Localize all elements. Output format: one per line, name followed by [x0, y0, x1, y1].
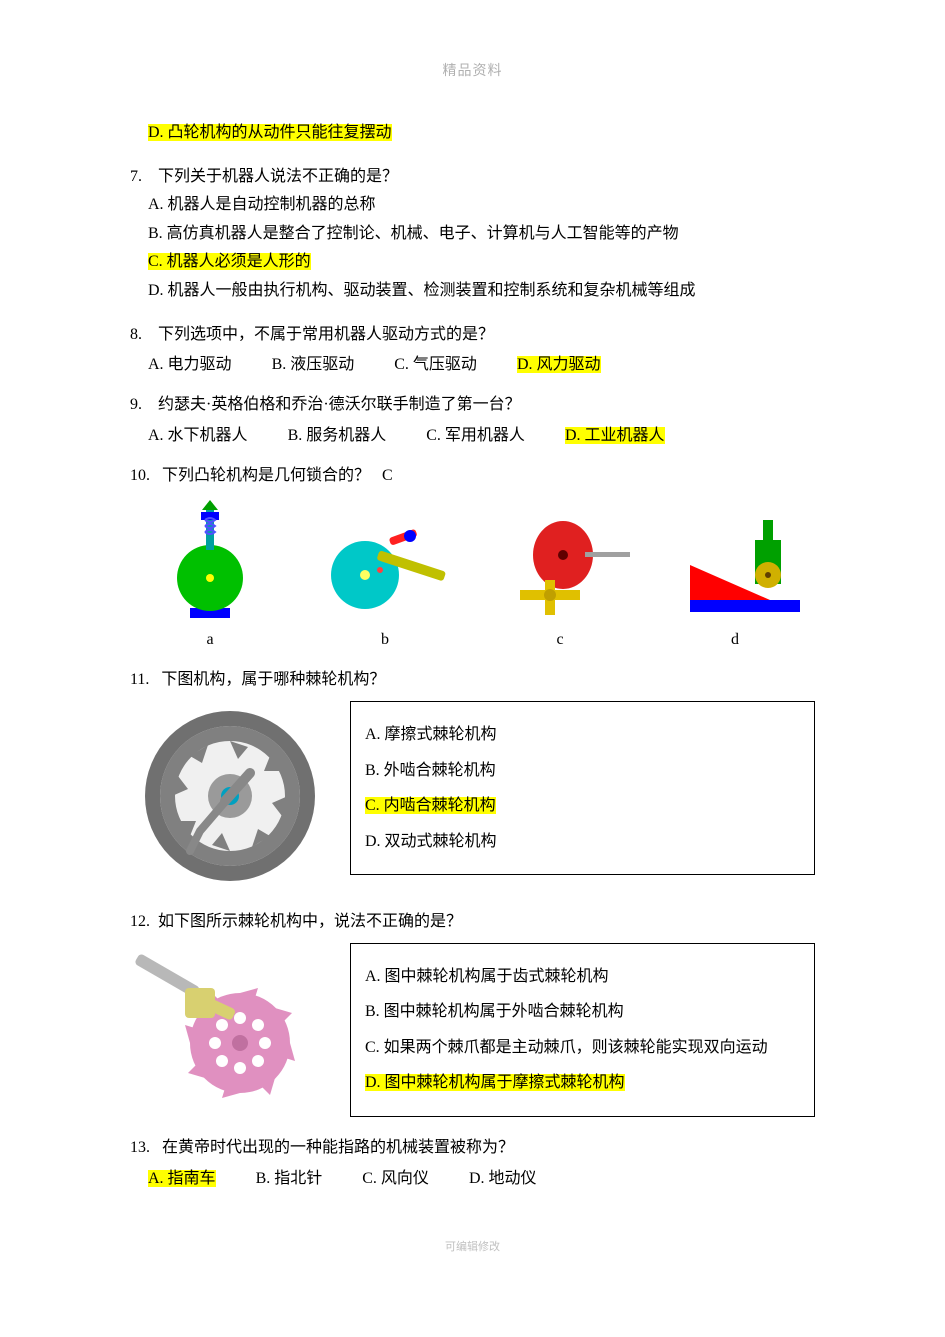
- q10-label-b: b: [305, 631, 465, 649]
- q10-label-d: d: [655, 631, 815, 649]
- q7-opt-d: D. 机器人一般由执行机构、驱动装置、检测装置和控制系统和复杂机械等组成: [148, 278, 815, 304]
- q10-fig-a: a: [130, 500, 290, 649]
- q10-label-c: c: [480, 631, 640, 649]
- q10-stem: 下列凸轮机构是几何锁合的？: [162, 467, 370, 484]
- q13-opt-a: A. 指南车: [148, 1170, 216, 1187]
- q11-figure-icon: [130, 701, 330, 891]
- q13-opt-c: C. 风向仪: [362, 1164, 429, 1188]
- q10-fig-b: b: [305, 500, 465, 649]
- question-9: 9. 约瑟夫·英格伯格和乔治·德沃尔联手制造了第一台？ A. 水下机器人 B. …: [130, 392, 815, 445]
- q10-label-a: a: [130, 631, 290, 649]
- q13-opt-b: B. 指北针: [256, 1164, 323, 1188]
- q6-d-text: D. 凸轮机构的从动件只能往复摆动: [148, 124, 392, 141]
- q8-opt-b: B. 液压驱动: [272, 350, 355, 374]
- question-13: 13. 在黄帝时代出现的一种能指路的机械装置被称为？ A. 指南车 B. 指北针…: [130, 1135, 815, 1188]
- question-11: 11. 下图机构，属于哪种棘轮机构？: [130, 667, 815, 891]
- q9-num: 9.: [130, 396, 142, 413]
- page-footer: 可编辑修改: [130, 1238, 815, 1254]
- q9-opt-b: B. 服务机器人: [288, 421, 387, 445]
- q11-opt-a: A. 摩擦式棘轮机构: [365, 722, 800, 748]
- q10-num: 10.: [130, 467, 150, 484]
- q12-opt-a: A. 图中棘轮机构属于齿式棘轮机构: [365, 964, 800, 990]
- question-7: 7. 下列关于机器人说法不正确的是？ A. 机器人是自动控制机器的总称 B. 高…: [130, 164, 815, 304]
- q11-stem: 下图机构，属于哪种棘轮机构？: [161, 671, 385, 688]
- q9-opt-c: C. 军用机器人: [426, 421, 525, 445]
- q12-option-box: A. 图中棘轮机构属于齿式棘轮机构 B. 图中棘轮机构属于外啮合棘轮机构 C. …: [350, 943, 815, 1117]
- q10-fig-d: d: [655, 500, 815, 649]
- question-8: 8. 下列选项中，不属于常用机器人驱动方式的是？ A. 电力驱动 B. 液压驱动…: [130, 322, 815, 375]
- q11-opt-d: D. 双动式棘轮机构: [365, 829, 800, 855]
- q8-opt-d: D. 风力驱动: [517, 356, 601, 373]
- q10-fig-c: c: [480, 500, 640, 649]
- page-header: 精品资料: [130, 60, 815, 80]
- q6-option-d: D. 凸轮机构的从动件只能往复摆动: [130, 120, 815, 146]
- question-10: 10. 下列凸轮机构是几何锁合的？ C a: [130, 463, 815, 650]
- question-12: 12. 如下图所示棘轮机构中，说法不正确的是？: [130, 909, 815, 1117]
- q11-option-box: A. 摩擦式棘轮机构 B. 外啮合棘轮机构 C. 内啮合棘轮机构 D. 双动式棘…: [350, 701, 815, 875]
- q12-num: 12.: [130, 913, 150, 930]
- q12-figure-icon: [130, 943, 330, 1103]
- q7-opt-b: B. 高仿真机器人是整合了控制论、机械、电子、计算机与人工智能等的产物: [148, 221, 815, 247]
- q11-opt-c: C. 内啮合棘轮机构: [365, 797, 496, 814]
- q11-opt-b: B. 外啮合棘轮机构: [365, 758, 800, 784]
- q8-stem: 下列选项中，不属于常用机器人驱动方式的是？: [158, 326, 494, 343]
- q12-stem: 如下图所示棘轮机构中，说法不正确的是？: [158, 913, 462, 930]
- q9-opt-a: A. 水下机器人: [148, 421, 248, 445]
- q7-opt-c: C. 机器人必须是人形的: [148, 253, 311, 270]
- q7-opt-a: A. 机器人是自动控制机器的总称: [148, 192, 815, 218]
- q7-stem: 下列关于机器人说法不正确的是？: [158, 168, 398, 185]
- q8-opt-a: A. 电力驱动: [148, 350, 232, 374]
- q8-num: 8.: [130, 326, 142, 343]
- q11-num: 11.: [130, 671, 149, 688]
- q9-stem: 约瑟夫·英格伯格和乔治·德沃尔联手制造了第一台？: [158, 396, 521, 413]
- q9-opt-d: D. 工业机器人: [565, 427, 665, 444]
- q8-opt-c: C. 气压驱动: [394, 350, 477, 374]
- q12-opt-d: D. 图中棘轮机构属于摩擦式棘轮机构: [365, 1074, 625, 1091]
- q13-stem: 在黄帝时代出现的一种能指路的机械装置被称为？: [162, 1139, 514, 1156]
- q13-opt-d: D. 地动仪: [469, 1164, 537, 1188]
- q7-num: 7.: [130, 168, 142, 185]
- q10-ans: C: [382, 467, 393, 484]
- q12-opt-b: B. 图中棘轮机构属于外啮合棘轮机构: [365, 999, 800, 1025]
- q12-opt-c: C. 如果两个棘爪都是主动棘爪，则该棘轮能实现双向运动: [365, 1035, 800, 1061]
- q13-num: 13.: [130, 1139, 150, 1156]
